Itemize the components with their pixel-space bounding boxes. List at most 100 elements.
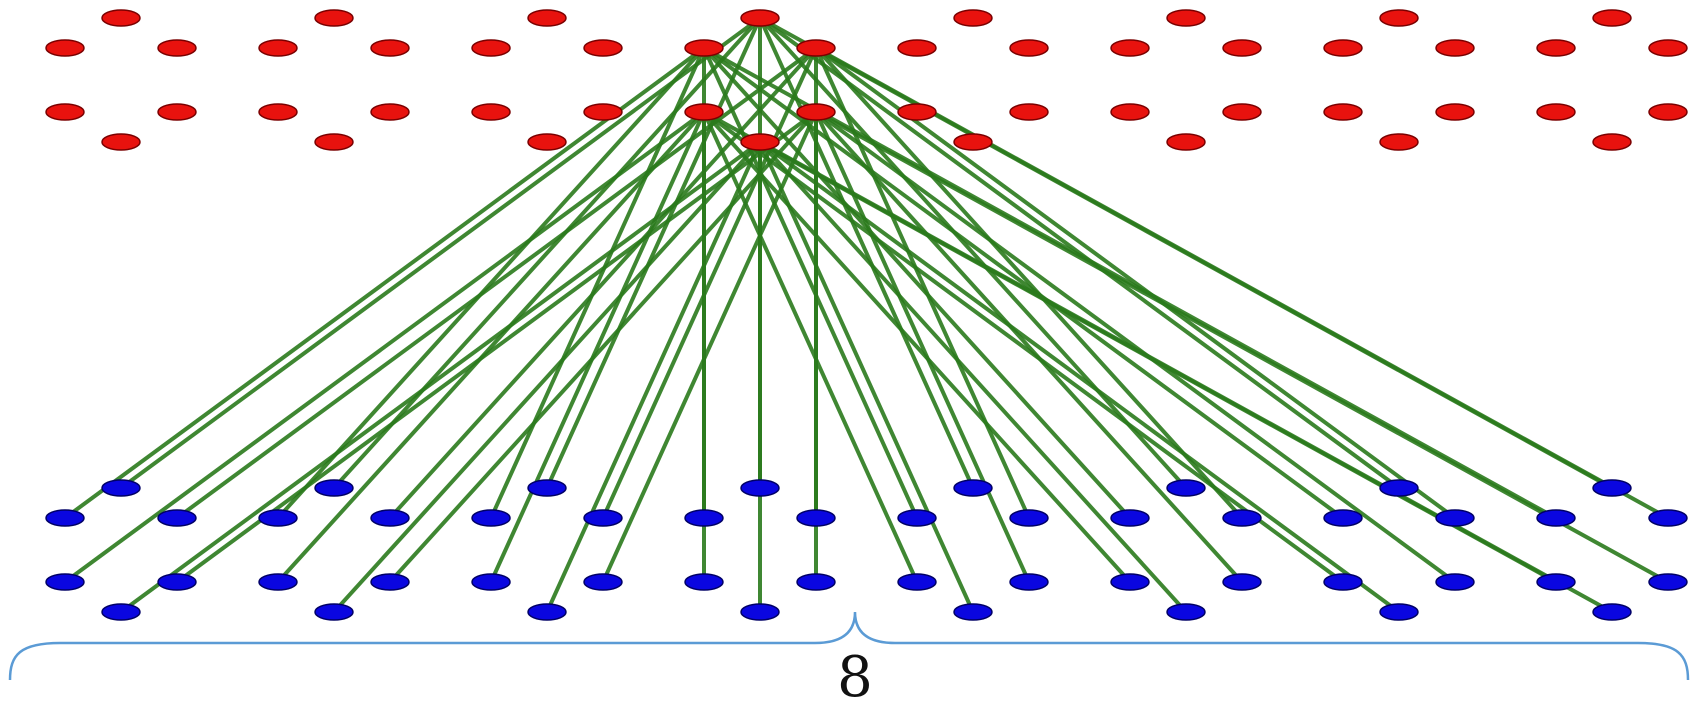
top-node-43 bbox=[1536, 39, 1576, 57]
bottom-node-44 bbox=[1648, 509, 1688, 527]
edge-1 bbox=[332, 16, 762, 490]
top-node-45 bbox=[1536, 103, 1576, 121]
bottom-node-40 bbox=[1435, 573, 1475, 591]
bottom-node-17 bbox=[527, 603, 567, 621]
top-node-10 bbox=[370, 103, 410, 121]
bottom-node-14 bbox=[583, 509, 623, 527]
edge-25 bbox=[276, 110, 706, 584]
edge-41 bbox=[332, 140, 762, 614]
top-node-3 bbox=[45, 103, 85, 121]
edge-33 bbox=[388, 110, 818, 584]
bottom-node-27 bbox=[897, 573, 937, 591]
top-node-33 bbox=[1110, 103, 1150, 121]
bottom-node-16 bbox=[583, 573, 623, 591]
top-node-37 bbox=[1323, 39, 1363, 57]
bottom-node-47 bbox=[1592, 603, 1632, 621]
edge-21 bbox=[814, 46, 1244, 520]
top-node-40 bbox=[1435, 103, 1475, 121]
bottom-node-2 bbox=[157, 509, 197, 527]
top-node-26 bbox=[1009, 39, 1049, 57]
bottom-node-9 bbox=[258, 573, 298, 591]
brace-label: 8 bbox=[837, 645, 873, 710]
edge-9 bbox=[276, 46, 706, 520]
bottom-node-6 bbox=[314, 479, 354, 497]
edge-23 bbox=[815, 46, 1669, 520]
bottom-node-0 bbox=[101, 479, 141, 497]
top-node-1 bbox=[45, 39, 85, 57]
top-node-6 bbox=[314, 9, 354, 27]
top-node-19 bbox=[684, 39, 724, 57]
edge-24 bbox=[63, 110, 706, 584]
top-node-5 bbox=[101, 133, 141, 151]
top-node-layer bbox=[45, 9, 1688, 151]
bottom-node-37 bbox=[1323, 509, 1363, 527]
top-node-34 bbox=[1222, 103, 1262, 121]
top-node-35 bbox=[1166, 133, 1206, 151]
top-node-36 bbox=[1379, 9, 1419, 27]
edge-8 bbox=[63, 46, 706, 520]
bottom-node-29 bbox=[953, 603, 993, 621]
bottom-node-4 bbox=[157, 573, 197, 591]
top-node-46 bbox=[1648, 103, 1688, 121]
edge-45 bbox=[758, 140, 1188, 614]
bottom-node-18 bbox=[740, 479, 780, 497]
bottom-node-46 bbox=[1648, 573, 1688, 591]
bottom-node-43 bbox=[1536, 509, 1576, 527]
bottom-node-35 bbox=[1166, 603, 1206, 621]
edge-layer bbox=[63, 16, 1669, 614]
bottom-node-31 bbox=[1110, 509, 1150, 527]
edge-40 bbox=[119, 140, 762, 614]
bottom-node-20 bbox=[796, 509, 836, 527]
top-node-14 bbox=[583, 39, 623, 57]
top-node-21 bbox=[684, 103, 724, 121]
top-node-7 bbox=[258, 39, 298, 57]
top-node-11 bbox=[314, 133, 354, 151]
curly-brace bbox=[8, 611, 1690, 681]
edge-44 bbox=[758, 141, 975, 613]
bottom-node-22 bbox=[796, 573, 836, 591]
top-node-28 bbox=[1009, 103, 1049, 121]
edge-2 bbox=[545, 17, 762, 489]
bottom-node-23 bbox=[740, 603, 780, 621]
bottom-node-21 bbox=[684, 573, 724, 591]
bottom-node-41 bbox=[1379, 603, 1419, 621]
bottom-node-33 bbox=[1110, 573, 1150, 591]
bottom-node-30 bbox=[1166, 479, 1206, 497]
edge-13 bbox=[702, 46, 1132, 520]
edge-12 bbox=[702, 47, 919, 519]
edge-20 bbox=[814, 47, 1031, 519]
top-node-17 bbox=[527, 133, 567, 151]
edge-17 bbox=[388, 46, 818, 520]
bottom-node-24 bbox=[953, 479, 993, 497]
top-node-16 bbox=[583, 103, 623, 121]
edge-47 bbox=[759, 140, 1613, 614]
bottom-node-3 bbox=[45, 573, 85, 591]
edge-22 bbox=[814, 46, 1457, 520]
edge-10 bbox=[489, 47, 706, 519]
bottom-node-38 bbox=[1435, 509, 1475, 527]
bottom-node-32 bbox=[1222, 509, 1262, 527]
bottom-node-28 bbox=[1009, 573, 1049, 591]
bottom-node-13 bbox=[471, 509, 511, 527]
top-node-24 bbox=[953, 9, 993, 27]
top-node-18 bbox=[740, 9, 780, 27]
edge-30 bbox=[702, 110, 1345, 584]
bottom-node-7 bbox=[258, 509, 298, 527]
edge-0 bbox=[119, 16, 762, 490]
edge-18 bbox=[601, 47, 818, 519]
top-node-23 bbox=[740, 133, 780, 151]
top-node-4 bbox=[157, 103, 197, 121]
top-node-15 bbox=[471, 103, 511, 121]
edge-26 bbox=[489, 111, 706, 583]
bottom-node-8 bbox=[370, 509, 410, 527]
edge-32 bbox=[175, 110, 818, 584]
bottom-node-26 bbox=[1009, 509, 1049, 527]
top-node-13 bbox=[471, 39, 511, 57]
top-node-2 bbox=[157, 39, 197, 57]
top-node-12 bbox=[527, 9, 567, 27]
edge-5 bbox=[758, 16, 1188, 490]
top-node-31 bbox=[1110, 39, 1150, 57]
top-node-30 bbox=[1166, 9, 1206, 27]
bottom-node-25 bbox=[897, 509, 937, 527]
